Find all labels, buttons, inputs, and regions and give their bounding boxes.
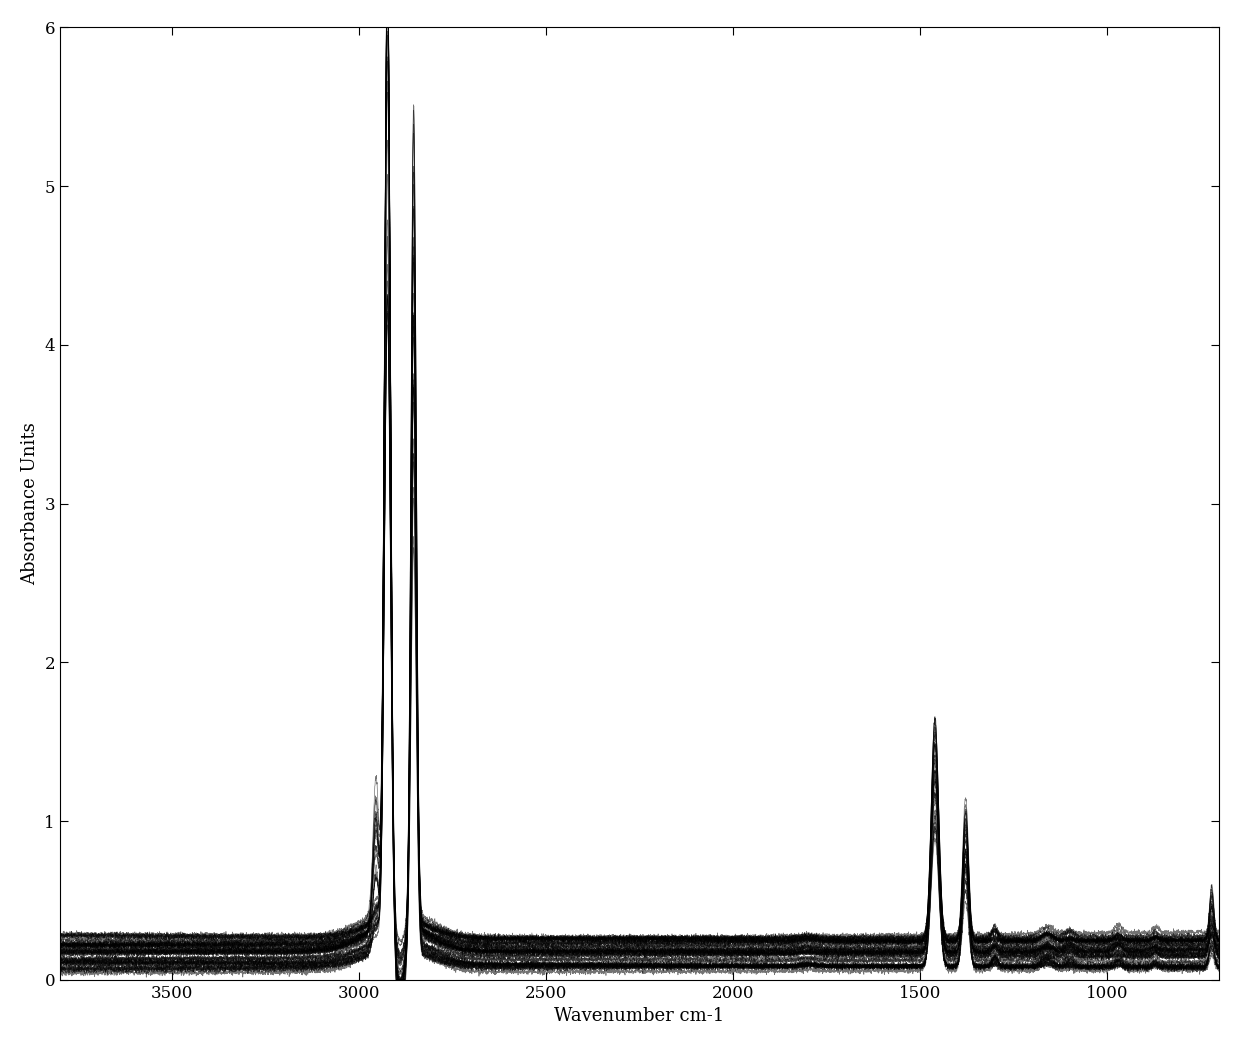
X-axis label: Wavenumber cm-1: Wavenumber cm-1 [554,1007,724,1025]
Y-axis label: Absorbance Units: Absorbance Units [21,423,38,585]
